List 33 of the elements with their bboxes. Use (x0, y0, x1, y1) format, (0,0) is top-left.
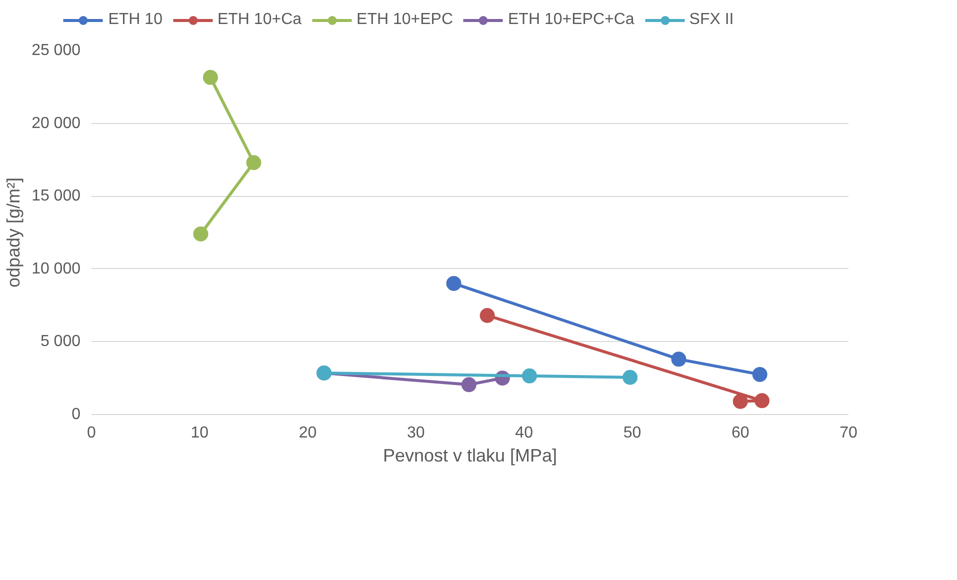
legend-label: ETH 10 (108, 11, 162, 29)
point (246, 155, 262, 170)
point (480, 308, 495, 323)
x-tick-label: 30 (407, 424, 425, 442)
legend-label: SFX II (689, 11, 734, 29)
point (193, 226, 208, 242)
y-tick-label: 0 (72, 406, 81, 423)
y-tick-label: 25 000 (32, 42, 81, 59)
legend-label: ETH 10+EPC+Ca (508, 11, 634, 29)
point (461, 377, 476, 392)
point (446, 276, 462, 291)
y-axis-title: odpady [g/m²] (4, 177, 24, 288)
x-tick-label: 0 (87, 424, 96, 442)
x-axis-title: Pevnost v tlaku [MPa] (382, 446, 558, 466)
x-tick-label: 40 (515, 424, 534, 442)
point (622, 370, 638, 385)
y-tick-label: 20 000 (32, 114, 81, 132)
x-tick-label: 20 (298, 424, 317, 442)
y-tick-label: 15 000 (32, 188, 81, 205)
point (202, 70, 218, 85)
point (732, 394, 748, 409)
x-tick-label: 60 (731, 424, 750, 442)
point (752, 366, 768, 382)
x-tick-label: 50 (623, 424, 642, 442)
y-tick-label: 5 000 (40, 333, 81, 350)
x-tick-label: 10 (190, 424, 209, 442)
legend-label: ETH 10+EPC (356, 11, 454, 29)
legend-label: ETH 10+Ca (217, 11, 302, 29)
point (522, 368, 537, 384)
y-tick-label: 10 000 (32, 260, 81, 278)
point (671, 352, 686, 367)
x-tick-label: 70 (840, 424, 858, 442)
point (754, 393, 770, 408)
